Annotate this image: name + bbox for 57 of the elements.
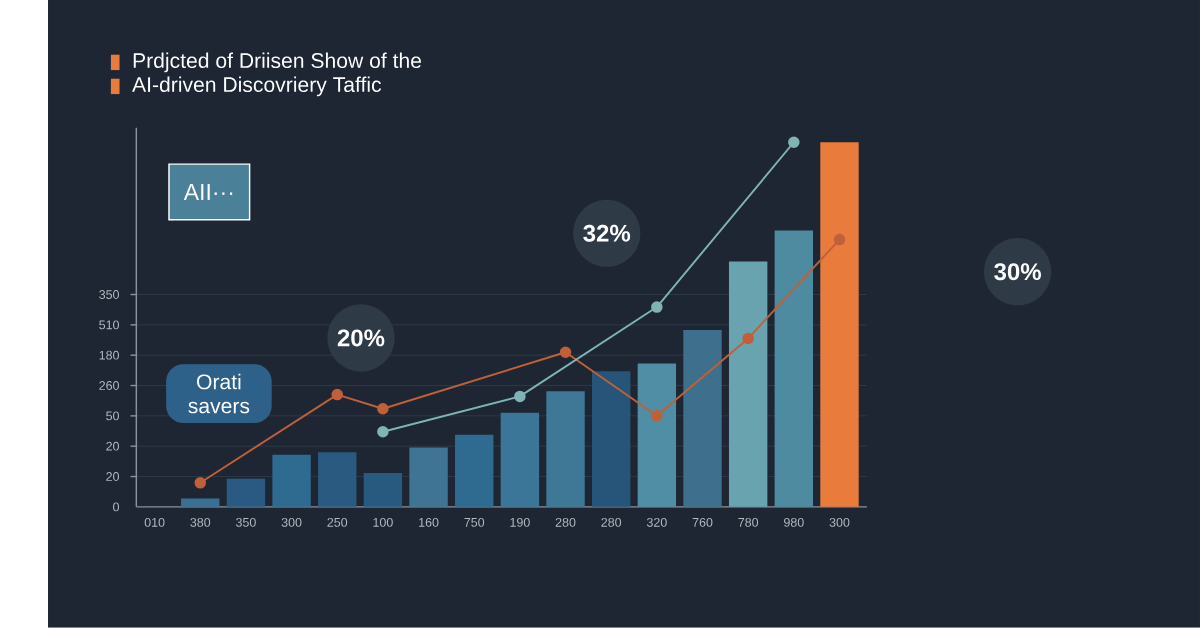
annotation: Orati savers xyxy=(188,373,250,414)
bar xyxy=(409,447,448,507)
bar xyxy=(592,371,631,507)
bar xyxy=(637,363,677,507)
point xyxy=(331,388,343,401)
bar xyxy=(272,454,311,507)
point xyxy=(651,410,663,422)
text: 0 xyxy=(113,502,120,512)
text: 20 xyxy=(106,441,120,451)
annotation: 20% xyxy=(337,329,385,347)
annotation: 32% xyxy=(583,224,631,242)
text: 180 xyxy=(99,350,120,360)
bar xyxy=(728,261,768,507)
point xyxy=(514,390,526,403)
text: 510 xyxy=(99,320,120,330)
bar xyxy=(226,478,266,507)
x-tick-label: 750 xyxy=(464,518,485,527)
point xyxy=(833,233,846,246)
x-tick-label: 300 xyxy=(281,518,302,527)
annotation: AII··· xyxy=(183,184,233,200)
bar xyxy=(455,434,494,507)
bar xyxy=(774,230,814,507)
text: 50 xyxy=(106,411,120,421)
point xyxy=(788,136,800,149)
x-tick-label: 280 xyxy=(601,518,622,527)
point xyxy=(377,426,389,438)
bar xyxy=(363,473,403,507)
x-tick-label: 350 xyxy=(235,518,256,527)
point xyxy=(559,346,572,359)
x-tick-label: 760 xyxy=(692,518,713,527)
bar xyxy=(318,452,357,507)
text: 260 xyxy=(99,381,120,391)
x-tick-label: 320 xyxy=(646,518,667,527)
text: 30% xyxy=(994,263,1041,281)
x-tick-label: 380 xyxy=(190,518,211,527)
x-tick-label: 250 xyxy=(327,518,348,527)
x-tick-label: 100 xyxy=(373,518,393,527)
bar xyxy=(181,498,220,507)
bar xyxy=(546,391,585,507)
bar xyxy=(500,412,540,507)
text: 20 xyxy=(106,472,120,482)
point xyxy=(742,332,754,345)
chart-title: Prdjcted of Driisen Show of the xyxy=(133,52,422,73)
text: 350 xyxy=(99,290,120,300)
x-tick-label: 010 xyxy=(144,518,165,527)
point xyxy=(377,403,389,415)
bar xyxy=(820,142,859,507)
point xyxy=(651,301,663,313)
x-tick-label: 160 xyxy=(419,518,439,527)
point xyxy=(194,477,207,489)
x-tick-label: 190 xyxy=(510,518,530,527)
chart-subtitle: AI-driven Discovriery Taffic xyxy=(132,76,382,97)
x-tick-label: 780 xyxy=(738,518,759,527)
x-tick-label: 980 xyxy=(784,518,804,527)
x-tick-label: 300 xyxy=(829,518,850,527)
bar xyxy=(683,330,722,507)
x-tick-label: 280 xyxy=(555,518,576,527)
